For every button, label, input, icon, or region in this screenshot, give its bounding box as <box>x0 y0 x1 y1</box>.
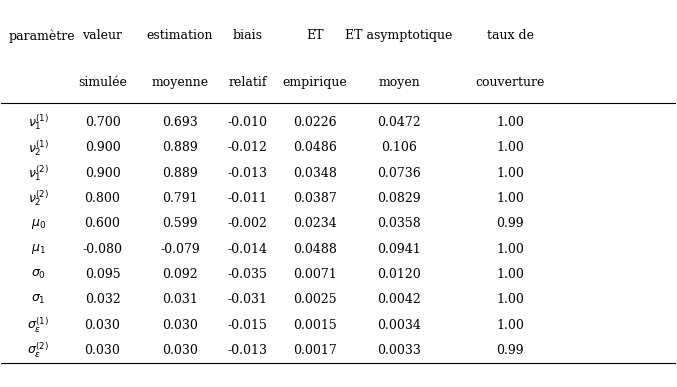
Text: 0.599: 0.599 <box>162 217 198 230</box>
Text: $\sigma_0$: $\sigma_0$ <box>31 268 46 281</box>
Text: -0.011: -0.011 <box>227 192 267 205</box>
Text: -0.014: -0.014 <box>227 243 267 256</box>
Text: 1.00: 1.00 <box>496 192 525 205</box>
Text: 0.889: 0.889 <box>162 141 198 154</box>
Text: $\sigma_1$: $\sigma_1$ <box>31 293 46 307</box>
Text: 0.700: 0.700 <box>85 116 121 129</box>
Text: -0.010: -0.010 <box>227 116 267 129</box>
Text: 0.0488: 0.0488 <box>293 243 337 256</box>
Text: $\mu_1$: $\mu_1$ <box>31 242 46 256</box>
Text: 0.030: 0.030 <box>85 319 121 332</box>
Text: empirique: empirique <box>282 75 347 89</box>
Text: moyenne: moyenne <box>152 75 209 89</box>
Text: 0.0348: 0.0348 <box>293 167 337 180</box>
Text: $\sigma_\epsilon^{(1)}$: $\sigma_\epsilon^{(1)}$ <box>27 315 49 335</box>
Text: estimation: estimation <box>147 29 213 43</box>
Text: 1.00: 1.00 <box>496 243 525 256</box>
Text: 0.032: 0.032 <box>85 293 121 307</box>
Text: 0.0234: 0.0234 <box>293 217 336 230</box>
Text: relatif: relatif <box>228 75 267 89</box>
Text: 0.0486: 0.0486 <box>293 141 337 154</box>
Text: 0.092: 0.092 <box>162 268 198 281</box>
Text: 0.0034: 0.0034 <box>377 319 421 332</box>
Text: 0.0015: 0.0015 <box>293 319 336 332</box>
Text: 0.030: 0.030 <box>85 344 121 357</box>
Text: valeur: valeur <box>83 29 123 43</box>
Text: $\nu_1^{(1)}$: $\nu_1^{(1)}$ <box>28 113 49 132</box>
Text: 0.0033: 0.0033 <box>377 344 421 357</box>
Text: simulée: simulée <box>78 75 127 89</box>
Text: 1.00: 1.00 <box>496 167 525 180</box>
Text: 0.800: 0.800 <box>85 192 121 205</box>
Text: 0.095: 0.095 <box>85 268 121 281</box>
Text: -0.013: -0.013 <box>227 167 267 180</box>
Text: 1.00: 1.00 <box>496 293 525 307</box>
Text: 1.00: 1.00 <box>496 268 525 281</box>
Text: 0.0941: 0.0941 <box>377 243 421 256</box>
Text: paramètre: paramètre <box>8 29 74 43</box>
Text: -0.012: -0.012 <box>227 141 267 154</box>
Text: 0.030: 0.030 <box>162 344 198 357</box>
Text: -0.035: -0.035 <box>227 268 267 281</box>
Text: 0.0736: 0.0736 <box>377 167 421 180</box>
Text: 0.0472: 0.0472 <box>377 116 421 129</box>
Text: 1.00: 1.00 <box>496 319 525 332</box>
Text: $\sigma_\epsilon^{(2)}$: $\sigma_\epsilon^{(2)}$ <box>27 341 49 360</box>
Text: $\mu_0$: $\mu_0$ <box>31 217 46 231</box>
Text: -0.013: -0.013 <box>227 344 267 357</box>
Text: $\nu_1^{(2)}$: $\nu_1^{(2)}$ <box>28 163 49 183</box>
Text: 0.693: 0.693 <box>162 116 198 129</box>
Text: couverture: couverture <box>476 75 545 89</box>
Text: 1.00: 1.00 <box>496 116 525 129</box>
Text: 0.0829: 0.0829 <box>377 192 421 205</box>
Text: -0.002: -0.002 <box>227 217 267 230</box>
Text: moyen: moyen <box>378 75 420 89</box>
Text: 0.900: 0.900 <box>85 167 121 180</box>
Text: 0.030: 0.030 <box>162 319 198 332</box>
Text: 0.900: 0.900 <box>85 141 121 154</box>
Text: 0.031: 0.031 <box>162 293 198 307</box>
Text: taux de: taux de <box>487 29 534 43</box>
Text: 1.00: 1.00 <box>496 141 525 154</box>
Text: 0.600: 0.600 <box>85 217 121 230</box>
Text: 0.0071: 0.0071 <box>293 268 336 281</box>
Text: 0.106: 0.106 <box>381 141 417 154</box>
Text: -0.031: -0.031 <box>227 293 267 307</box>
Text: 0.0120: 0.0120 <box>377 268 421 281</box>
Text: $\nu_2^{(2)}$: $\nu_2^{(2)}$ <box>28 189 49 208</box>
Text: biais: biais <box>232 29 263 43</box>
Text: $\nu_2^{(1)}$: $\nu_2^{(1)}$ <box>28 138 49 158</box>
Text: ET: ET <box>306 29 324 43</box>
Text: -0.080: -0.080 <box>83 243 123 256</box>
Text: -0.015: -0.015 <box>227 319 267 332</box>
Text: 0.99: 0.99 <box>497 344 524 357</box>
Text: 0.889: 0.889 <box>162 167 198 180</box>
Text: 0.0017: 0.0017 <box>293 344 336 357</box>
Text: 0.0226: 0.0226 <box>293 116 336 129</box>
Text: 0.0358: 0.0358 <box>377 217 421 230</box>
Text: 0.0387: 0.0387 <box>293 192 336 205</box>
Text: 0.0025: 0.0025 <box>293 293 336 307</box>
Text: 0.791: 0.791 <box>162 192 198 205</box>
Text: 0.0042: 0.0042 <box>377 293 421 307</box>
Text: ET asymptotique: ET asymptotique <box>345 29 453 43</box>
Text: 0.99: 0.99 <box>497 217 524 230</box>
Text: -0.079: -0.079 <box>160 243 200 256</box>
